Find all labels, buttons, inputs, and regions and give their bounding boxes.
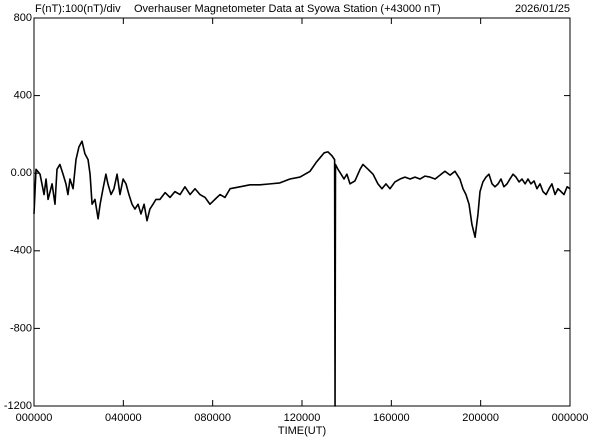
- x-tick-label: 000000: [552, 412, 589, 424]
- x-tick-label: 200000: [462, 412, 499, 424]
- y-tick-label: -400: [10, 245, 32, 257]
- scale-label: F(nT):100(nT)/div: [35, 3, 121, 15]
- x-tick-label: 080000: [194, 412, 231, 424]
- y-tick-label: -800: [10, 322, 32, 334]
- x-tick-label: 160000: [373, 412, 410, 424]
- x-tick-label: 120000: [284, 412, 321, 424]
- y-tick-label: 400: [14, 90, 32, 102]
- date: 2026/01/25: [515, 3, 570, 15]
- x-tick-label: 000000: [16, 412, 53, 424]
- y-tick-label: -1200: [4, 400, 32, 412]
- x-axis-label: TIME(UT): [278, 425, 326, 437]
- x-tick-label: 040000: [105, 412, 142, 424]
- y-tick-label: 0.00: [11, 167, 32, 179]
- data-line: [33, 140, 571, 407]
- chart-title: Overhauser Magnetometer Data at Syowa St…: [134, 3, 441, 15]
- y-tick-label: 800: [14, 12, 32, 24]
